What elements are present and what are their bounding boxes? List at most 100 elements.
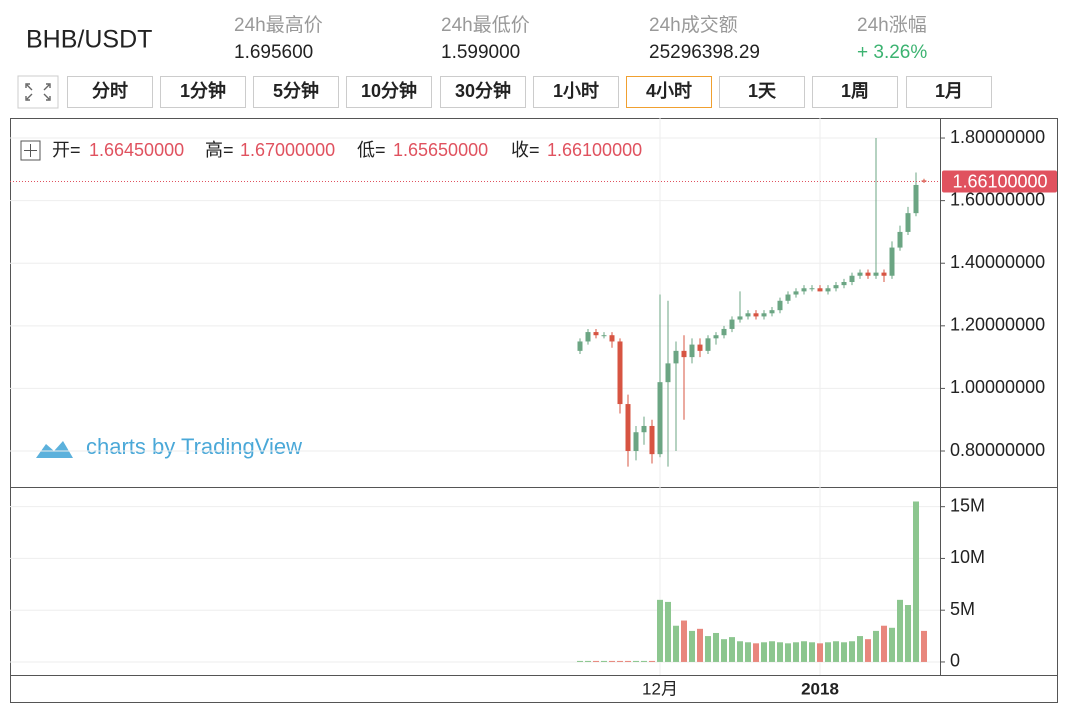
timeframe-button[interactable]	[812, 76, 898, 108]
volume-bar	[817, 643, 823, 662]
y-tick-label: 10M	[950, 547, 985, 567]
x-tick-label: 2018	[801, 679, 839, 698]
ohlc-label: 低=	[357, 140, 386, 160]
candle-body	[697, 344, 703, 351]
volume-bar	[689, 630, 695, 662]
candle-body	[913, 184, 919, 214]
volume-bar	[777, 642, 783, 662]
y-tick-label: 1.80000000	[950, 127, 1045, 147]
y-tick-label: 0	[950, 651, 960, 671]
volume-bar	[697, 628, 703, 662]
candle-body	[801, 288, 807, 292]
candle-body	[625, 404, 631, 452]
candle-body	[857, 272, 863, 276]
volume-bar	[633, 660, 639, 662]
candle-body	[761, 313, 767, 317]
candle-body	[833, 285, 839, 289]
stat-label: 24h最高价	[234, 14, 323, 36]
fullscreen-button[interactable]	[17, 75, 59, 109]
candle-body	[657, 382, 663, 455]
timeframe-label: 1天	[748, 81, 777, 101]
volume-bar	[881, 625, 887, 662]
candle-body	[753, 313, 759, 317]
y-tick-label: 1.60000000	[950, 189, 1045, 209]
volume-bar	[625, 660, 631, 662]
ohlc-label: 收=	[511, 140, 540, 160]
timeframe-button[interactable]	[906, 76, 992, 108]
candle-body	[721, 328, 727, 336]
candle-body	[665, 363, 671, 383]
volume-bar	[857, 636, 863, 662]
watermark-logo	[36, 441, 73, 458]
ohlc-value: 1.65650000	[393, 140, 488, 160]
y-tick-label: 1.20000000	[950, 315, 1045, 335]
candle-body	[601, 335, 607, 337]
timeframe-label: 4小时	[646, 81, 692, 101]
symbol: BHB/USDT	[26, 26, 152, 54]
timeframe-label: 1周	[841, 81, 869, 101]
candle-body	[577, 341, 583, 351]
y-tick-label: 15M	[950, 495, 985, 515]
candle-body	[737, 316, 743, 320]
candle-body	[633, 432, 639, 452]
candle-body	[729, 319, 735, 329]
chart-frame	[10, 118, 1058, 703]
candle-body	[809, 288, 815, 290]
timeframe-label: 1分钟	[180, 80, 226, 101]
volume-bar	[825, 642, 831, 662]
volume-bar	[793, 642, 799, 662]
fullscreen-icon	[25, 83, 51, 101]
candle-body	[705, 338, 711, 351]
volume-bar	[801, 641, 807, 662]
volume-bar	[889, 627, 895, 662]
volume-bar	[849, 641, 855, 662]
timeframe-button[interactable]	[67, 76, 153, 108]
candle-body	[769, 310, 775, 314]
volume-bar	[665, 601, 671, 662]
candle-body	[817, 288, 823, 292]
candle-body	[841, 282, 847, 286]
timeframe-button[interactable]	[346, 76, 432, 108]
volume-bar	[841, 642, 847, 662]
timeframe-button[interactable]	[626, 76, 712, 108]
candle-body	[793, 291, 799, 295]
candle-body	[905, 213, 911, 232]
legend-toggle[interactable]	[20, 140, 41, 161]
candle-body	[785, 294, 791, 301]
volume-bar	[785, 643, 791, 662]
y-tick-label: 0.80000000	[950, 440, 1045, 460]
stat-label: 24h成交额	[649, 14, 738, 36]
candle-body	[649, 425, 655, 455]
timeframe-button[interactable]	[160, 76, 246, 108]
legend-toggle-icon	[24, 144, 37, 157]
volume-bar	[905, 605, 911, 662]
candle-body	[889, 247, 895, 276]
candle-body	[585, 332, 591, 342]
volume-bar	[577, 660, 583, 662]
candle-body	[825, 288, 831, 292]
candle-body	[921, 180, 927, 182]
volume-bar	[729, 637, 735, 662]
volume-bar	[641, 660, 647, 662]
candle-body	[617, 341, 623, 405]
timeframe-button[interactable]	[533, 76, 619, 108]
candle-body	[777, 300, 783, 311]
timeframe-button[interactable]	[253, 76, 339, 108]
volume-bar	[609, 660, 615, 662]
y-tick-label: 1.00000000	[950, 377, 1045, 397]
candle-body	[897, 231, 903, 248]
timeframe-button[interactable]	[440, 76, 526, 108]
candle-body	[849, 275, 855, 282]
volume-bar	[657, 599, 663, 662]
volume-bar	[897, 599, 903, 662]
candle-body	[609, 335, 615, 342]
timeframe-button[interactable]	[719, 76, 805, 108]
candle-body	[673, 350, 679, 364]
timeframe-label: 5分钟	[273, 80, 319, 101]
stat-label: 24h最低价	[441, 14, 530, 36]
timeframe-label: 10分钟	[361, 80, 417, 101]
volume-bar	[865, 639, 871, 662]
volume-bar	[713, 632, 719, 662]
last-price-tag	[942, 170, 1057, 193]
candle-body	[681, 350, 687, 358]
